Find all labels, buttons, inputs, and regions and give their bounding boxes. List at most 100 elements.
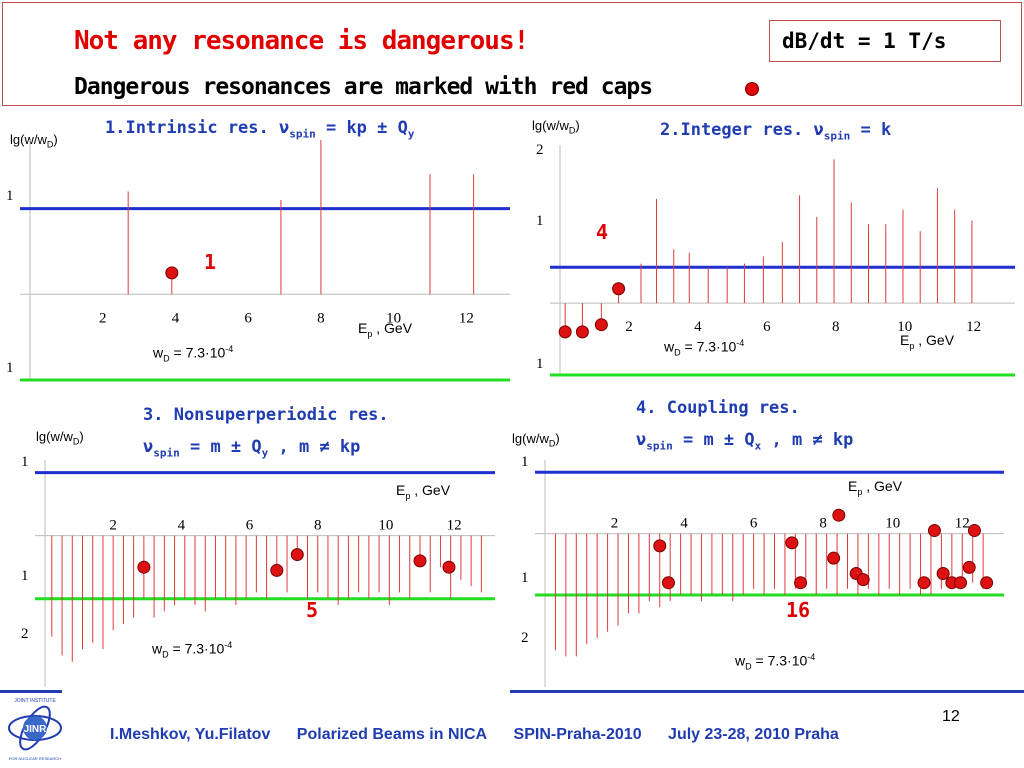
- x-tick-label: 6: [244, 310, 252, 326]
- x-tick-label: 12: [955, 516, 970, 532]
- dangerous-cap: [980, 576, 994, 590]
- dangerous-cap: [594, 318, 608, 332]
- panel1-count: 1: [204, 250, 217, 274]
- panel2-wd: wD = 7.3·10-4: [664, 338, 745, 358]
- panel2-count: 4: [596, 220, 609, 244]
- panel4-xlabel: Ep , GeV: [848, 478, 903, 497]
- panel1-ylabel: lg(w/wD): [10, 132, 58, 150]
- x-tick-label: 10: [386, 310, 401, 326]
- rate-text: dB/dt = 1 T/s: [782, 29, 947, 53]
- x-tick-label: 12: [459, 310, 474, 326]
- page-number: 12: [942, 708, 960, 725]
- dangerous-cap: [661, 576, 675, 590]
- panel3-title-line1: 3. Nonsuperperiodic res.: [143, 405, 389, 425]
- panel3-xlabel: Ep , GeV: [396, 482, 451, 501]
- logo-top-text: JOINT INSTITUTE: [14, 698, 56, 704]
- x-tick-label: 12: [966, 319, 981, 335]
- dangerous-cap: [954, 576, 968, 590]
- dangerous-cap: [653, 539, 667, 553]
- x-tick-label: 8: [314, 518, 322, 534]
- footer-authors: I.Meshkov, Yu.Filatov: [110, 726, 271, 743]
- x-tick-label: 4: [694, 319, 702, 335]
- x-tick-label: 2: [99, 310, 107, 326]
- dangerous-cap: [962, 560, 976, 574]
- x-tick-label: 10: [378, 518, 393, 534]
- panel1-xlabel: Ep , GeV: [358, 320, 413, 339]
- panel1-wd: wD = 7.3·10-4: [153, 344, 234, 364]
- dangerous-cap: [785, 536, 799, 550]
- panel4-wd: wD = 7.3·10-4: [735, 652, 816, 672]
- footer-conference: SPIN-Praha-2010: [513, 726, 642, 743]
- dangerous-cap: [967, 524, 981, 538]
- x-tick-label: 4: [172, 310, 180, 326]
- slide-title: Not any resonance is dangerous!: [74, 26, 529, 56]
- y-tick-label: 1: [521, 570, 529, 586]
- y-tick-label: 1: [6, 188, 14, 204]
- panel3-title-line2: νspin = m ± Qy , m ≠ kp: [143, 437, 361, 460]
- y-tick-label: 1: [21, 568, 29, 584]
- panel4-title-line1: 4. Coupling res.: [636, 398, 800, 418]
- x-tick-label: 2: [625, 319, 633, 335]
- y-tick-label: 1: [6, 360, 14, 376]
- x-tick-label: 10: [885, 516, 900, 532]
- dangerous-cap: [290, 548, 304, 562]
- panel3-count: 5: [306, 598, 319, 622]
- x-tick-label: 10: [897, 319, 912, 335]
- panel3-wd: wD = 7.3·10-4: [152, 640, 233, 660]
- slide-subtitle: Dangerous resonances are marked with red…: [74, 74, 653, 100]
- footer-date: July 23-28, 2010 Praha: [668, 726, 839, 743]
- panel4-title-line2: νspin = m ± Qx , m ≠ kp: [636, 430, 854, 453]
- header-frame: [2, 2, 1022, 106]
- y-tick-label: 2: [536, 142, 544, 158]
- dangerous-cap: [575, 325, 589, 339]
- x-tick-label: 6: [246, 518, 254, 534]
- dangerous-cap: [794, 576, 808, 590]
- panel2-chart: 2 4 6 8 10 12 2 1 1: [536, 142, 1015, 377]
- footer-rule-left: [0, 690, 62, 693]
- dangerous-cap: [137, 560, 151, 574]
- x-tick-label: 4: [680, 516, 688, 532]
- dangerous-cap: [832, 508, 846, 522]
- footer-rule-right: [510, 690, 1024, 693]
- rate-box: dB/dt = 1 T/s: [769, 20, 1001, 62]
- panel1-chart: 2 4 6 8 10 12 1 1: [6, 140, 510, 382]
- dangerous-cap: [612, 282, 626, 296]
- x-tick-label: 8: [317, 310, 325, 326]
- dangerous-cap: [856, 573, 870, 587]
- panel2-ylabel: lg(w/wD): [532, 118, 580, 136]
- logo-name-text: JINR: [24, 724, 48, 735]
- x-tick-label: 2: [109, 518, 117, 534]
- x-tick-label: 2: [611, 516, 619, 532]
- dangerous-cap: [270, 563, 284, 577]
- panel4-ylabel: lg(w/wD): [512, 431, 560, 449]
- dangerous-cap: [917, 576, 931, 590]
- dangerous-cap: [927, 524, 941, 538]
- x-tick-label: 4: [178, 518, 186, 534]
- dangerous-cap: [442, 560, 456, 574]
- panel1-title: 1.Intrinsic res. νspin = kp ± Qy: [105, 118, 415, 141]
- x-tick-label: 6: [763, 319, 771, 335]
- x-tick-label: 6: [750, 516, 758, 532]
- jinr-logo: JOINT INSTITUTE JINR FOR NUCLEAR RESEARC…: [8, 698, 62, 761]
- x-tick-label: 12: [447, 518, 462, 534]
- dangerous-cap: [413, 554, 427, 568]
- dangerous-cap: [827, 551, 841, 565]
- y-tick-label: 2: [21, 626, 29, 642]
- panel3-ylabel: lg(w/wD): [36, 429, 84, 447]
- y-tick-label: 1: [536, 213, 544, 229]
- x-tick-label: 8: [832, 319, 840, 335]
- footer-talk: Polarized Beams in NICA: [296, 726, 488, 743]
- panel4-count: 16: [786, 598, 811, 622]
- y-tick-label: 2: [521, 630, 529, 646]
- footer-line: I.Meshkov, Yu.Filatov Polarized Beams in…: [110, 726, 861, 744]
- x-tick-label: 8: [819, 516, 827, 532]
- dangerous-cap: [558, 325, 572, 339]
- y-tick-label: 1: [521, 454, 529, 470]
- dangerous-cap: [936, 567, 950, 580]
- y-tick-label: 1: [21, 454, 29, 470]
- panel2-title: 2.Integer res. νspin = k: [660, 120, 892, 143]
- y-tick-label: 1: [536, 356, 544, 372]
- panel2-xlabel: Ep , GeV: [900, 332, 955, 351]
